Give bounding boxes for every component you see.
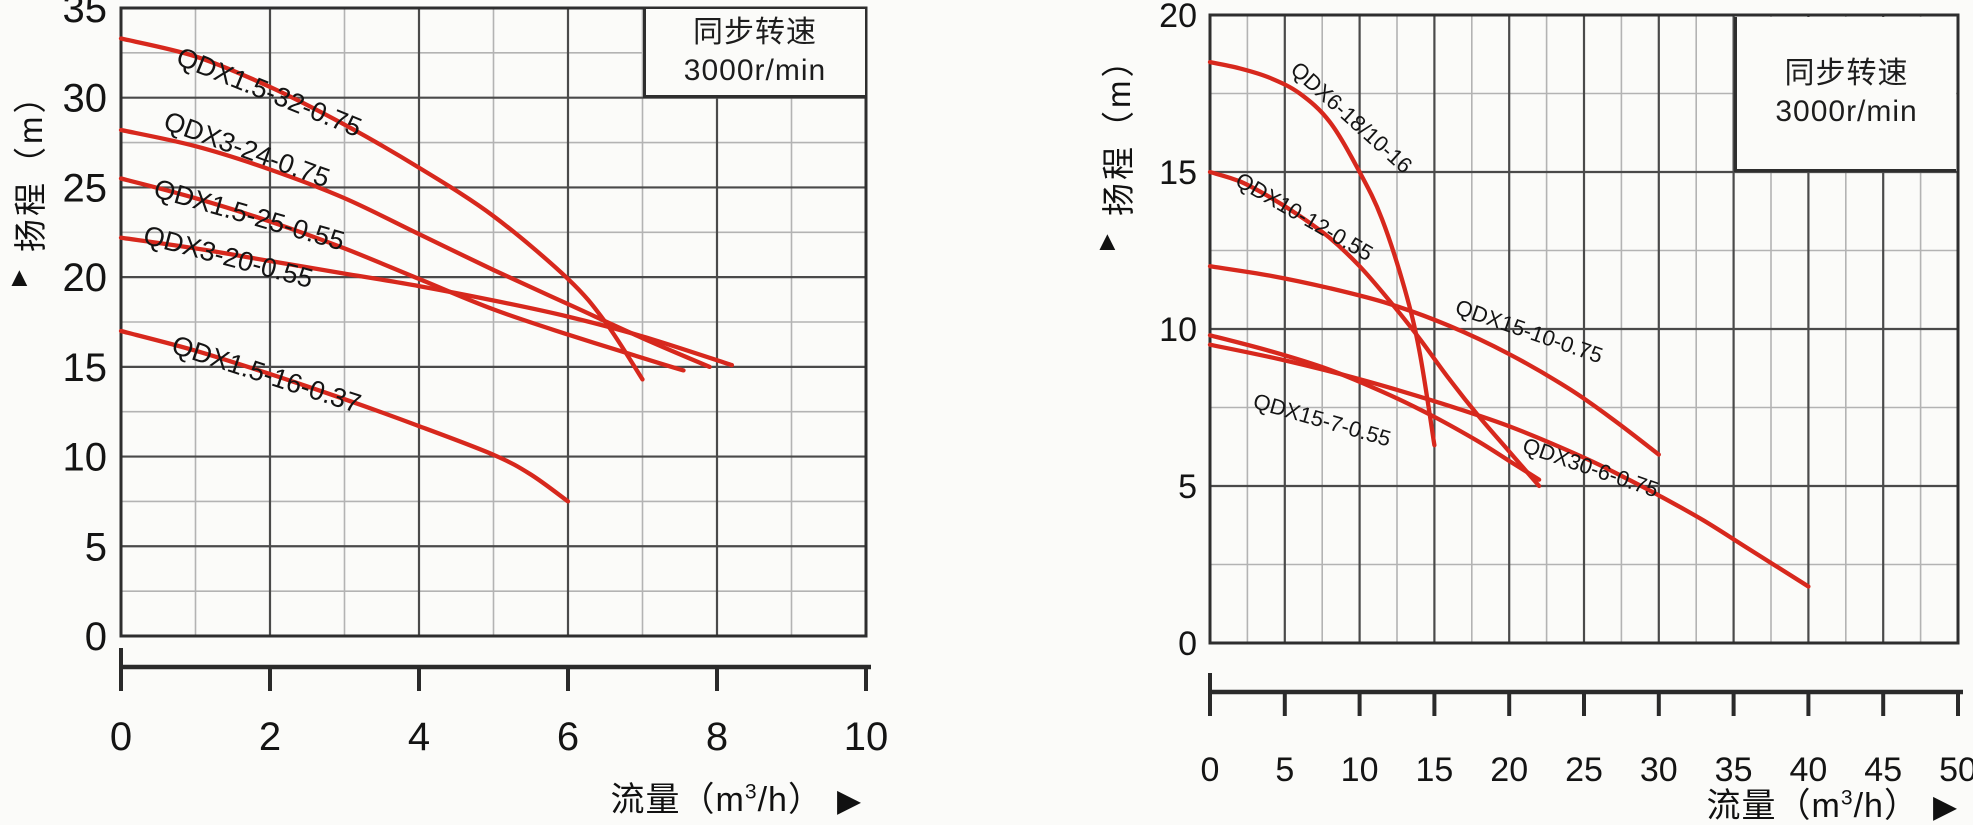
- pump-curve-QDX1.5-16-0.37: [118, 328, 571, 504]
- y-axis-title: 扬程（m）: [12, 77, 49, 253]
- x-tick-label: 15: [1415, 751, 1453, 789]
- speed-box-line2: 3000r/min: [1775, 94, 1918, 128]
- y-tick-label: 15: [63, 346, 108, 390]
- y-axis-arrow-icon: ▲: [6, 262, 33, 292]
- pump-curve-QDX30-6-0.75: [1207, 342, 1811, 589]
- y-tick-label: 5: [85, 525, 107, 569]
- x-axis-title-sup: 3: [744, 780, 758, 804]
- x-tick-label: 0: [110, 715, 132, 759]
- x-tick-label: 45: [1864, 751, 1902, 789]
- x-axis-title-text: 流量（m: [610, 781, 745, 819]
- y-axis-title: 扬程（m）: [1100, 41, 1137, 217]
- y-tick-label: 10: [63, 436, 108, 480]
- y-tick-label: 5: [1178, 468, 1197, 506]
- x-tick-label: 20: [1490, 751, 1528, 789]
- x-tick-label: 40: [1789, 751, 1827, 789]
- x-axis-title-suffix: /h）: [1853, 787, 1919, 825]
- x-axis-title-suffix: /h）: [757, 781, 823, 819]
- x-axis-title-sup: 3: [1840, 786, 1854, 810]
- y-tick-label: 0: [85, 615, 107, 659]
- x-tick-label: 30: [1640, 751, 1678, 789]
- y-tick-label: 15: [1159, 154, 1197, 192]
- x-tick-label: 35: [1715, 751, 1753, 789]
- speed-box-line1: 同步转速: [1784, 56, 1909, 90]
- pump-curve-QDX10-12-0.55: [1207, 169, 1542, 489]
- plot-border: [1208, 13, 1960, 645]
- plot-border: [119, 6, 868, 638]
- x-tick-label: 50: [1939, 751, 1973, 789]
- x-tick-label: 10: [844, 715, 889, 759]
- y-tick-label: 10: [1159, 311, 1197, 349]
- pump-curve-QDX1.5-25-0.55: [118, 176, 686, 373]
- speed-box-line2: 3000r/min: [683, 54, 827, 88]
- speed-box: 同步转速 3000r/min: [1733, 16, 1957, 172]
- y-tick-label: 25: [63, 166, 108, 210]
- curve-label: QDX1.5-16-0.37: [168, 330, 364, 419]
- y-tick-label: 20: [63, 256, 108, 300]
- x-tick-label: 10: [1341, 751, 1379, 789]
- y-tick-label: 35: [63, 0, 108, 31]
- x-tick-label: 2: [259, 715, 281, 759]
- x-tick-label: 25: [1565, 751, 1603, 789]
- x-axis-arrow-icon: ▶: [836, 783, 862, 818]
- pump-curve-QDX1.5-32-0.75: [118, 36, 645, 382]
- y-axis-arrow-icon: ▲: [1094, 226, 1121, 256]
- y-tick-label: 20: [1159, 0, 1197, 35]
- y-tick-label: 0: [1178, 625, 1197, 663]
- pump-curve-QDX3-20-0.55: [118, 235, 735, 368]
- x-tick-label: 5: [1275, 751, 1294, 789]
- x-tick-label: 4: [408, 715, 430, 759]
- pump-curve-QDX15-10-0.75: [1207, 264, 1661, 457]
- x-tick-label: 0: [1201, 751, 1220, 789]
- pump-curve-QDX3-24-0.75: [118, 127, 712, 370]
- x-tick-label: 8: [706, 715, 728, 759]
- pump-curve-QDX15-7-0.55: [1207, 333, 1542, 482]
- x-axis-title: 流量（m3/h） ▶: [1512, 778, 1958, 825]
- speed-box-line1: 同步转速: [693, 16, 817, 50]
- y-tick-label: 30: [63, 77, 108, 121]
- x-axis-title-text: 流量（m: [1706, 787, 1841, 825]
- speed-box: 同步转速 3000r/min: [642, 9, 865, 98]
- x-axis-arrow-icon: ▶: [1932, 789, 1958, 824]
- x-axis-title: 流量（m3/h） ▶: [420, 772, 862, 821]
- x-tick-label: 6: [557, 715, 579, 759]
